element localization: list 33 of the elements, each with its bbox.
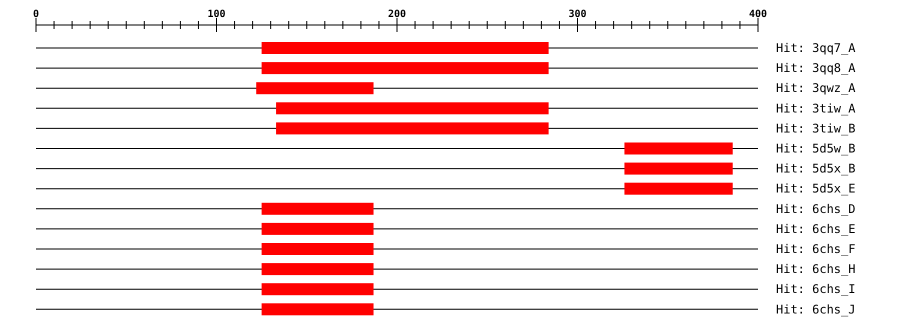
- bar: [262, 303, 374, 316]
- bar: [276, 102, 549, 114]
- x-tick-label: 300: [568, 9, 587, 20]
- x-tick-label: 200: [388, 9, 406, 20]
- bar: [262, 263, 374, 276]
- bar: [624, 162, 733, 175]
- y-tick-label: Hit: 6chs_I: [776, 282, 856, 296]
- y-tick-label: Hit: 5d5x_B: [776, 162, 856, 176]
- y-tick-label: Hit: 6chs_E: [776, 222, 856, 236]
- bar: [262, 222, 374, 235]
- bar: [624, 142, 733, 154]
- y-tick-label: Hit: 6chs_D: [776, 202, 856, 216]
- bar: [262, 62, 549, 74]
- y-tick-label: Hit: 3tiw_A: [776, 101, 856, 116]
- y-tick-label: Hit: 3qq7_A: [776, 41, 856, 55]
- bar: [262, 243, 374, 255]
- bar: [262, 283, 374, 296]
- bar: [276, 122, 549, 134]
- y-tick-label: Hit: 6chs_F: [776, 242, 856, 256]
- y-tick-label: Hit: 5d5x_E: [776, 182, 856, 196]
- y-tick-label: Hit: 6chs_J: [776, 302, 856, 316]
- y-tick-label: Hit: 3qwz_A: [776, 81, 856, 96]
- y-tick-label: Hit: 3qq8_A: [776, 61, 856, 76]
- x-tick-label: 0: [32, 9, 40, 20]
- bar: [256, 82, 374, 94]
- x-tick-label: 400: [748, 9, 768, 20]
- bar: [262, 202, 374, 215]
- x-tick-label: 100: [207, 9, 226, 20]
- bar: [262, 42, 549, 54]
- y-tick-label: Hit: 6chs_H: [776, 262, 856, 276]
- bar: [624, 182, 733, 195]
- y-tick-label: Hit: 5d5w_B: [776, 142, 856, 156]
- y-tick-label: Hit: 3tiw_B: [776, 121, 856, 136]
